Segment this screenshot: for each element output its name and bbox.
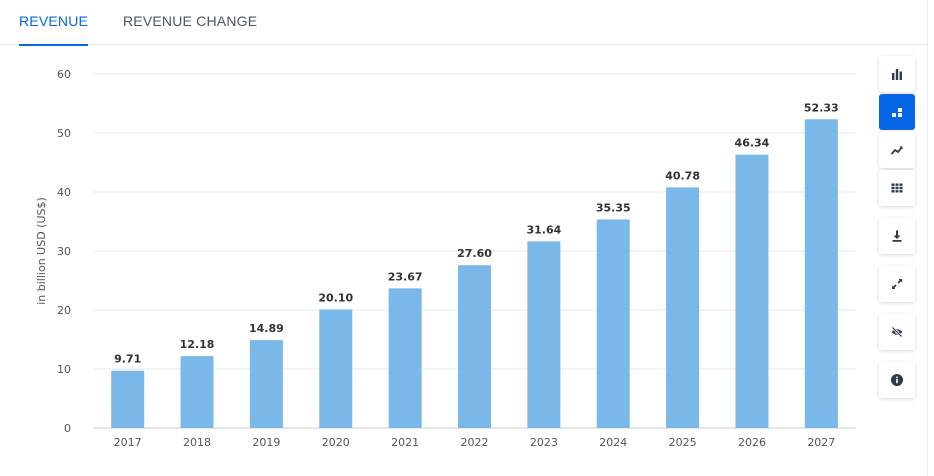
data-label-2027: 52.33 xyxy=(804,101,839,114)
y-tick-label: 10 xyxy=(57,363,71,376)
download-icon xyxy=(892,230,902,242)
bar-2018 xyxy=(180,356,214,428)
y-tick-label: 30 xyxy=(57,245,71,258)
bar-2025 xyxy=(666,187,700,428)
info-icon xyxy=(891,374,903,386)
bar-2017 xyxy=(111,370,145,428)
bar-2020 xyxy=(319,309,353,428)
stacked-bar-button[interactable] xyxy=(879,94,915,130)
y-tick-label: 60 xyxy=(57,68,71,81)
bar-2024 xyxy=(596,219,630,428)
x-tick-label-2020: 2020 xyxy=(322,436,350,449)
data-label-2023: 31.64 xyxy=(526,223,561,236)
table-grid-icon xyxy=(891,183,903,193)
x-tick-label-2025: 2025 xyxy=(669,436,697,449)
bar-2027 xyxy=(804,119,838,429)
data-label-2022: 27.60 xyxy=(457,247,492,260)
data-label-2021: 23.67 xyxy=(388,270,423,283)
data-label-2026: 46.34 xyxy=(735,137,770,150)
bar-2023 xyxy=(527,241,561,428)
data-label-2017: 9.71 xyxy=(114,353,141,366)
y-axis-title: in billion USD (US$) xyxy=(35,197,48,305)
x-tick-label-2022: 2022 xyxy=(461,436,489,449)
stacked-bar-icon xyxy=(892,108,902,117)
x-tick-label-2018: 2018 xyxy=(183,436,211,449)
x-tick-label-2019: 2019 xyxy=(252,436,280,449)
y-tick-label: 0 xyxy=(64,422,71,435)
bar-2026 xyxy=(735,154,769,428)
data-label-2019: 14.89 xyxy=(249,322,284,335)
bar-2021 xyxy=(388,288,422,428)
y-tick-label: 40 xyxy=(57,186,71,199)
x-tick-label-2026: 2026 xyxy=(738,436,766,449)
y-tick-label: 20 xyxy=(57,304,71,317)
panel-divider xyxy=(927,0,928,476)
bar-2019 xyxy=(249,340,283,428)
tab-revenue[interactable]: REVENUE xyxy=(19,0,89,46)
x-tick-label-2021: 2021 xyxy=(391,436,419,449)
bar-2022 xyxy=(458,265,491,428)
info-button[interactable] xyxy=(879,362,915,398)
bar-chart-button[interactable] xyxy=(879,56,915,92)
tab-revenue-change[interactable]: REVENUE CHANGE xyxy=(123,13,258,29)
table-grid-button[interactable] xyxy=(879,170,915,206)
tab-bar: REVENUE REVENUE CHANGE xyxy=(0,0,927,46)
hide-button[interactable] xyxy=(879,314,915,350)
download-button[interactable] xyxy=(879,218,915,254)
fullscreen-button[interactable] xyxy=(879,266,915,302)
data-label-2025: 40.78 xyxy=(665,169,700,182)
x-tick-label-2023: 2023 xyxy=(530,436,558,449)
x-tick-label-2017: 2017 xyxy=(114,436,142,449)
data-label-2018: 12.18 xyxy=(180,338,215,351)
hide-icon xyxy=(891,326,903,338)
y-tick-label: 50 xyxy=(57,127,71,140)
revenue-bar-chart: 0 10 20 30 40 50 60 in billion USD (US$) 9.71 201… xyxy=(35,68,856,449)
trend-line-button[interactable] xyxy=(879,132,915,168)
data-label-2020: 20.10 xyxy=(318,291,353,304)
x-tick-label-2024: 2024 xyxy=(599,436,627,449)
expand-icon xyxy=(892,279,902,289)
data-label-2024: 35.35 xyxy=(596,201,631,214)
trend-line-icon xyxy=(890,146,903,155)
bar-chart-icon xyxy=(892,69,902,80)
x-tick-label-2027: 2027 xyxy=(807,436,835,449)
